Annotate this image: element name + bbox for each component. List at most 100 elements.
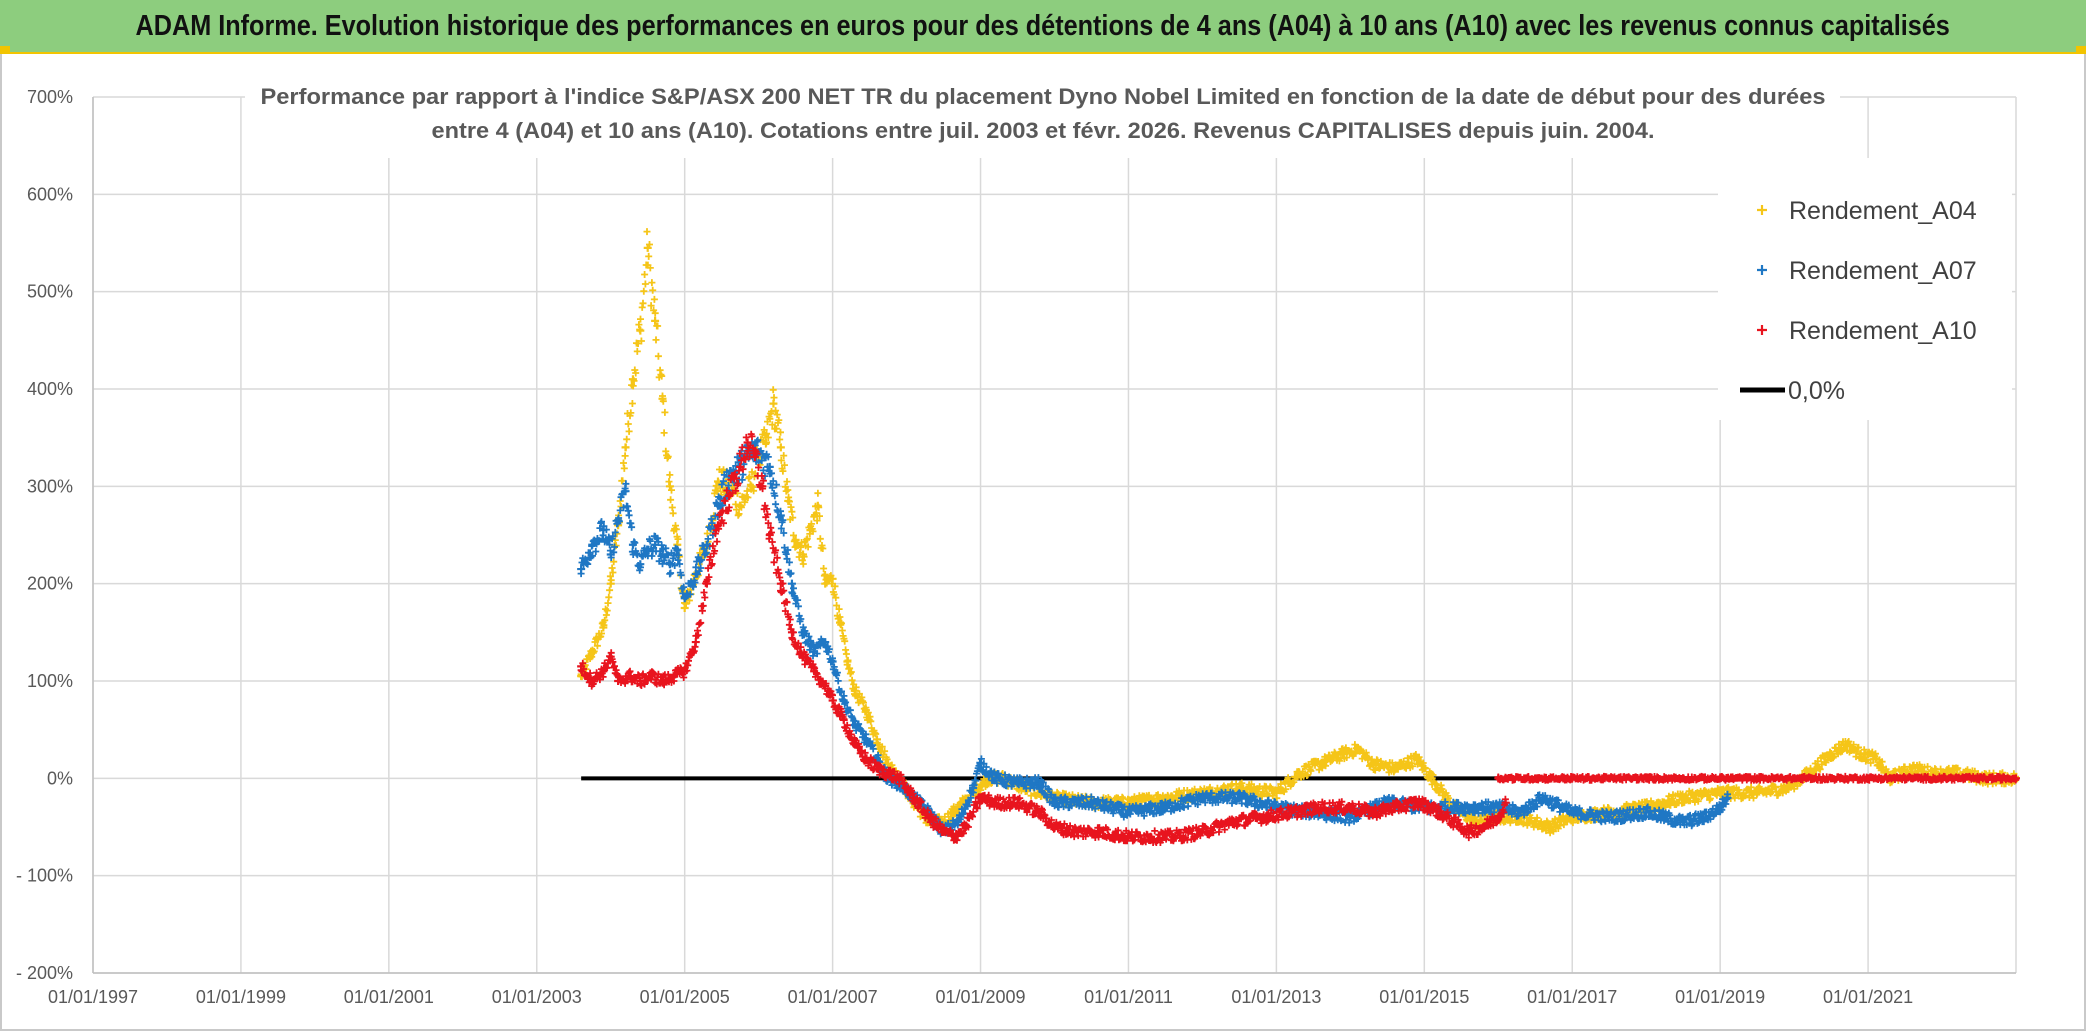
data-point bbox=[1716, 774, 1725, 783]
data-point bbox=[747, 482, 756, 491]
data-point bbox=[628, 540, 637, 549]
data-point bbox=[669, 672, 678, 681]
legend-background bbox=[1718, 158, 2012, 420]
data-point bbox=[651, 316, 660, 325]
data-point bbox=[625, 672, 634, 681]
data-point bbox=[1235, 793, 1244, 802]
legend-label: 0,0% bbox=[1788, 377, 1845, 405]
data-point bbox=[736, 501, 745, 510]
data-point bbox=[1257, 813, 1266, 822]
data-point bbox=[736, 462, 745, 471]
data-point bbox=[991, 774, 1000, 783]
data-point bbox=[765, 462, 774, 471]
data-point bbox=[1168, 832, 1177, 841]
data-point bbox=[821, 579, 830, 588]
data-point bbox=[861, 754, 870, 763]
data-point bbox=[1457, 803, 1466, 812]
y-tick-label: 400% bbox=[27, 379, 73, 399]
data-point bbox=[1449, 818, 1458, 827]
x-tick-label: 01/01/2015 bbox=[1379, 987, 1469, 1007]
data-point bbox=[673, 545, 682, 554]
data-point bbox=[1124, 808, 1133, 817]
data-point bbox=[1679, 818, 1688, 827]
data-point bbox=[1390, 803, 1399, 812]
data-point bbox=[1338, 750, 1347, 758]
data-point bbox=[1427, 774, 1436, 783]
chart-title-line: Performance par rapport à l'indice S&P/A… bbox=[261, 84, 1826, 109]
data-point bbox=[1908, 764, 1917, 773]
data-point bbox=[813, 501, 822, 510]
y-tick-label: 100% bbox=[27, 671, 73, 691]
data-point bbox=[1605, 774, 1614, 783]
series-layer bbox=[577, 228, 2020, 846]
data-point bbox=[1790, 774, 1799, 783]
data-point bbox=[784, 496, 793, 505]
data-point bbox=[991, 798, 1000, 807]
data-point bbox=[691, 638, 700, 647]
data-point bbox=[1087, 798, 1096, 807]
data-point bbox=[713, 501, 722, 510]
y-tick-label: 700% bbox=[27, 87, 73, 107]
data-point bbox=[636, 677, 645, 685]
data-point bbox=[1412, 754, 1421, 763]
data-point bbox=[743, 438, 752, 447]
data-point bbox=[665, 482, 674, 491]
data-point bbox=[651, 540, 660, 549]
legend-marker-swatch bbox=[1757, 205, 1767, 215]
data-point bbox=[658, 550, 667, 559]
data-point bbox=[1094, 827, 1103, 836]
data-point bbox=[1494, 774, 1503, 783]
title-background bbox=[245, 76, 1840, 158]
legend-label: Rendement_A07 bbox=[1789, 257, 1977, 285]
x-tick-label: 01/01/2013 bbox=[1231, 987, 1321, 1007]
legend-label: Rendement_A10 bbox=[1789, 317, 1977, 345]
data-point bbox=[776, 443, 785, 452]
data-point bbox=[725, 492, 734, 501]
data-point bbox=[806, 526, 815, 535]
corner-accent-right bbox=[2076, 46, 2086, 52]
data-point bbox=[636, 560, 645, 569]
data-point bbox=[787, 579, 796, 588]
data-point bbox=[750, 453, 759, 462]
series-Rendement_A10 bbox=[577, 430, 1510, 846]
data-point bbox=[776, 579, 785, 588]
data-point bbox=[861, 706, 870, 715]
data-point bbox=[1901, 774, 1910, 783]
data-point bbox=[884, 759, 893, 768]
data-point bbox=[1228, 818, 1237, 827]
data-point bbox=[884, 769, 893, 778]
data-point bbox=[1975, 774, 1984, 783]
data-point bbox=[1146, 832, 1155, 841]
data-point bbox=[1516, 808, 1525, 817]
data-point bbox=[799, 652, 808, 661]
data-point bbox=[1841, 740, 1850, 749]
x-tick-label: 01/01/2005 bbox=[640, 987, 730, 1007]
data-point bbox=[895, 774, 904, 783]
data-point bbox=[976, 759, 985, 768]
corner-accent-left bbox=[0, 46, 10, 52]
data-point bbox=[1642, 808, 1651, 817]
x-tick-label: 01/01/2001 bbox=[344, 987, 434, 1007]
data-point bbox=[702, 540, 711, 549]
data-point bbox=[606, 579, 615, 588]
data-point bbox=[1568, 808, 1577, 817]
data-point bbox=[1316, 759, 1325, 768]
data-point bbox=[1013, 779, 1022, 788]
data-point bbox=[799, 628, 808, 637]
data-point bbox=[961, 823, 970, 831]
data-point bbox=[1287, 808, 1296, 817]
data-point bbox=[1346, 813, 1355, 822]
data-point bbox=[939, 827, 948, 836]
data-point bbox=[872, 764, 881, 773]
y-tick-label: 500% bbox=[27, 282, 73, 302]
data-point bbox=[588, 540, 597, 549]
data-point bbox=[954, 818, 963, 827]
legend-item: Rendement_A10 bbox=[1757, 317, 1977, 345]
data-point bbox=[2012, 774, 2020, 783]
data-point bbox=[787, 628, 796, 637]
data-point bbox=[680, 667, 689, 676]
data-point bbox=[606, 652, 615, 661]
data-point bbox=[839, 715, 848, 724]
data-point bbox=[1568, 774, 1577, 783]
